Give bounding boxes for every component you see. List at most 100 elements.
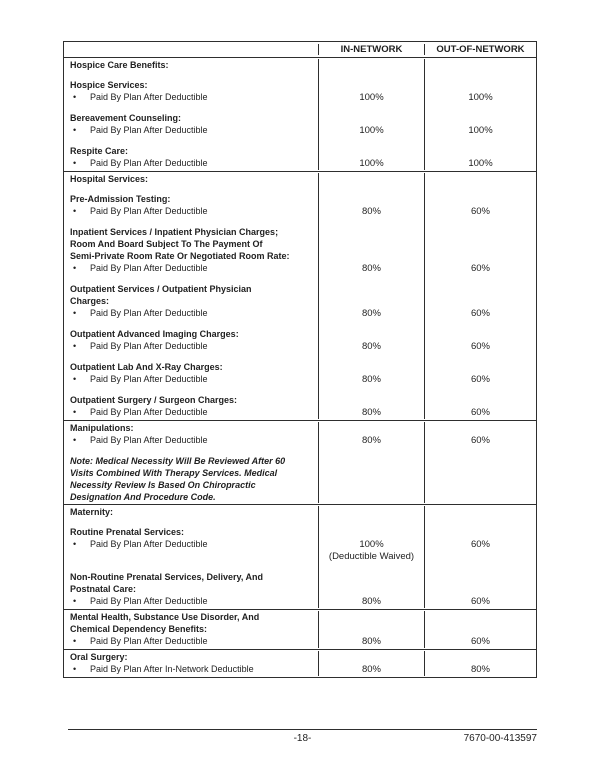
in-network-cell — [318, 611, 424, 635]
benefit-heading-line: Routine Prenatal Services: — [64, 526, 536, 538]
in-network-cell: 80% — [318, 205, 424, 218]
out-of-network-cell — [424, 571, 536, 595]
benefit-heading: Respite Care: — [70, 146, 129, 156]
spacer-line — [64, 320, 536, 328]
in-network-cell — [318, 112, 424, 124]
bullet-marker: • — [73, 263, 77, 273]
benefit-heading-line: Outpatient Advanced Imaging Charges: — [64, 328, 536, 340]
benefit-description-cell: Outpatient Lab And X-Ray Charges: — [64, 361, 318, 373]
out-of-network-cell — [424, 563, 536, 571]
in-network-value: 100% — [359, 158, 384, 169]
note-text: Note: Medical Necessity Will Be Reviewed… — [70, 456, 286, 502]
out-of-network-cell — [424, 361, 536, 373]
out-of-network-cell — [424, 79, 536, 91]
out-of-network-value: 60% — [470, 308, 490, 319]
in-network-cell: 80% — [318, 595, 424, 608]
bullet-text: Paid By Plan After Deductible — [90, 125, 208, 135]
bullet-marker: • — [73, 664, 77, 674]
benefit-description-cell — [64, 563, 318, 571]
out-of-network-cell — [424, 275, 536, 283]
in-network-value: 80% — [361, 636, 381, 647]
benefit-heading: Manipulations: — [70, 423, 134, 433]
bullet-marker: • — [73, 308, 77, 318]
out-of-network-cell — [424, 320, 536, 328]
spacer-line — [64, 218, 536, 226]
in-network-value: 80% — [361, 263, 381, 274]
benefit-heading-line: Inpatient Services / Inpatient Physician… — [64, 226, 536, 262]
header-cell-in-network: IN-NETWORK — [318, 44, 424, 55]
in-network-value: 80% — [361, 341, 381, 352]
out-of-network-value: 60% — [470, 374, 490, 385]
benefit-description-cell: • Paid By Plan After Deductible — [64, 595, 318, 608]
benefit-heading: Bereavement Counseling: — [70, 113, 182, 123]
benefit-detail-line: • Paid By Plan After Deductible 80% 60% — [64, 262, 536, 275]
out-of-network-cell — [424, 394, 536, 406]
benefit-description-cell: Oral Surgery: — [64, 651, 318, 663]
benefit-detail-line: • Paid By Plan After Deductible 80% 60% — [64, 635, 536, 648]
benefit-description-cell — [64, 353, 318, 361]
benefit-description-cell: • Paid By Plan After Deductible — [64, 307, 318, 320]
benefit-description-cell — [64, 386, 318, 394]
out-of-network-cell — [424, 137, 536, 145]
bullet-marker: • — [73, 539, 77, 549]
out-of-network-cell: 60% — [424, 406, 536, 419]
in-network-cell — [318, 526, 424, 538]
benefit-description-cell: Hospital Services: — [64, 173, 318, 185]
benefit-heading: Hospice Services: — [70, 80, 148, 90]
in-network-value: 80% — [361, 206, 381, 217]
page-number: -18- — [293, 733, 312, 744]
out-of-network-value: 60% — [470, 596, 490, 607]
out-of-network-cell: 60% — [424, 340, 536, 353]
in-network-cell — [318, 283, 424, 307]
out-of-network-cell: 60% — [424, 635, 536, 648]
in-network-cell — [318, 353, 424, 361]
benefit-heading: Outpatient Lab And X-Ray Charges: — [70, 362, 223, 372]
out-of-network-cell: 60% — [424, 205, 536, 218]
table-body: Hospice Care Benefits: Hospice Services: •… — [64, 58, 536, 677]
out-of-network-cell — [424, 518, 536, 526]
out-of-network-cell: 60% — [424, 307, 536, 320]
in-network-cell — [318, 145, 424, 157]
benefit-description-cell — [64, 185, 318, 193]
in-network-cell — [318, 275, 424, 283]
benefit-description-cell — [64, 104, 318, 112]
in-network-cell — [318, 563, 424, 571]
out-of-network-value: 60% — [470, 341, 490, 352]
benefit-description-cell: • Paid By Plan After Deductible — [64, 91, 318, 104]
in-network-cell: 100% — [318, 157, 424, 170]
in-network-cell — [318, 506, 424, 518]
benefit-description-cell: Non-Routine Prenatal Services, Delivery,… — [64, 571, 318, 595]
benefit-description-cell — [64, 71, 318, 79]
bullet-text: Paid By Plan After Deductible — [90, 92, 208, 102]
in-network-cell — [318, 320, 424, 328]
in-network-value: 100% — [359, 92, 384, 103]
in-network-cell — [318, 193, 424, 205]
benefit-detail-line: • Paid By Plan After Deductible 100% (Deduc… — [64, 538, 536, 563]
spacer-line — [64, 518, 536, 526]
table-section-maternity: Maternity: Routine Prenatal Services: • Pai… — [64, 504, 536, 609]
in-network-cell: 80% — [318, 340, 424, 353]
spacer-line — [64, 71, 536, 79]
bullet-text: Paid By Plan After Deductible — [90, 206, 208, 216]
benefit-detail-line: • Paid By Plan After Deductible 80% 60% — [64, 406, 536, 419]
out-of-network-cell — [424, 506, 536, 518]
table-section-mental-health-substance-use: Mental Health, Substance Use Disorder, A… — [64, 609, 536, 649]
in-network-cell — [318, 59, 424, 71]
in-network-cell: 100% (Deductible Waived) — [318, 538, 424, 563]
benefit-description-cell: Respite Care: — [64, 145, 318, 157]
benefit-heading-line: Outpatient Services / Outpatient Physici… — [64, 283, 536, 307]
benefit-heading: Non-Routine Prenatal Services, Delivery,… — [70, 572, 264, 594]
document-number: 7670-00-413597 — [463, 733, 537, 744]
benefit-description-cell: • Paid By Plan After Deductible — [64, 124, 318, 137]
benefit-description-cell: • Paid By Plan After Deductible — [64, 373, 318, 386]
bullet-marker: • — [73, 374, 77, 384]
benefit-description-cell: Hospice Care Benefits: — [64, 59, 318, 71]
bullet-marker: • — [73, 125, 77, 135]
bullet-text: Paid By Plan After Deductible — [90, 374, 208, 384]
out-of-network-value: 60% — [470, 206, 490, 217]
in-network-cell — [318, 137, 424, 145]
out-of-network-cell — [424, 104, 536, 112]
out-of-network-cell: 60% — [424, 262, 536, 275]
benefit-description-cell: • Paid By Plan After Deductible — [64, 157, 318, 170]
